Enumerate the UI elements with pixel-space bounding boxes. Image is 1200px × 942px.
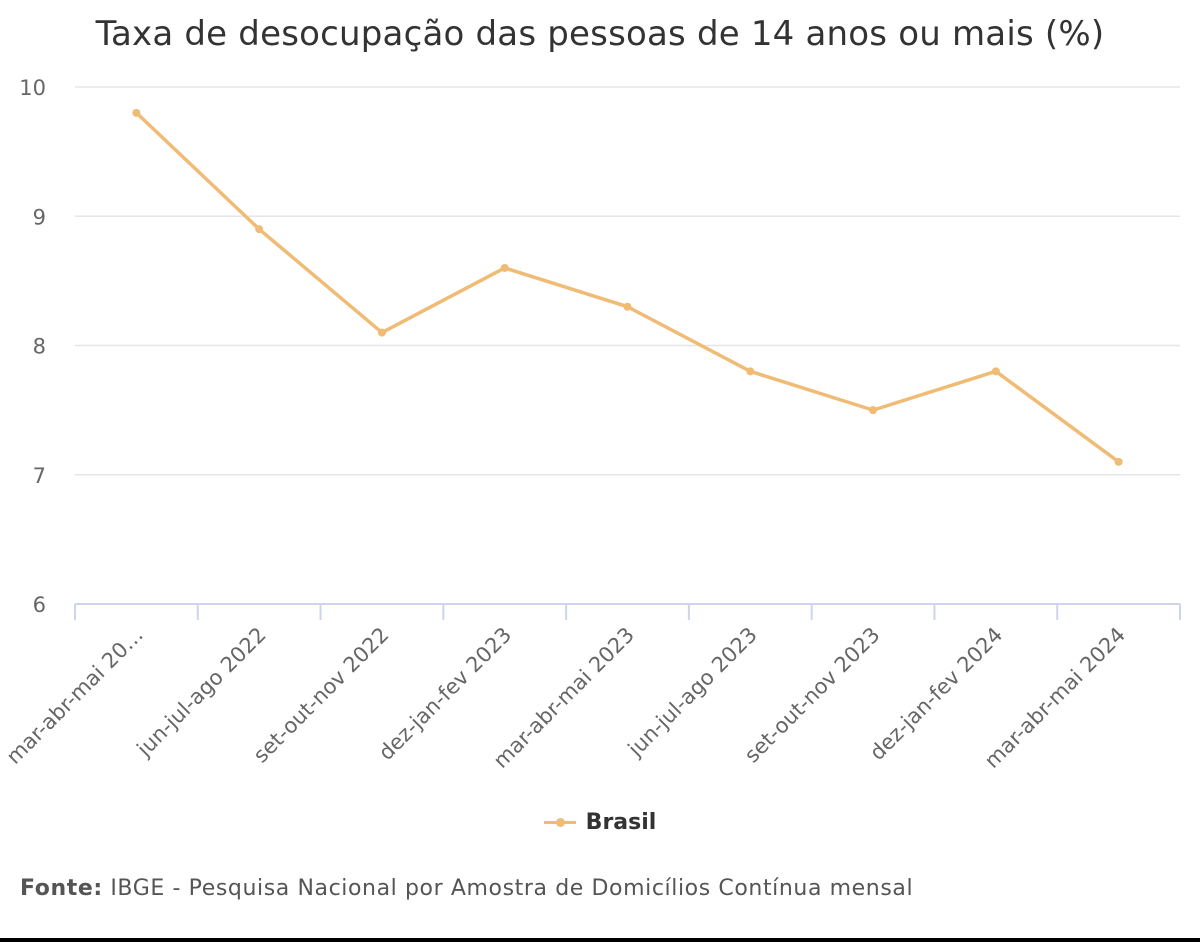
series-line-brasil (134, 111, 1121, 464)
x-tick-label: dez-jan-fev 2024 (865, 623, 1007, 765)
data-point (869, 406, 878, 415)
source-label: Fonte: (20, 876, 103, 901)
data-point (255, 225, 264, 234)
y-tick-label: 6 (33, 593, 46, 617)
legend-item-brasil[interactable]: Brasil (585, 809, 657, 835)
x-tick-label: set-out-nov 2023 (740, 623, 885, 768)
source-note: Fonte: IBGE - Pesquisa Nacional por Amos… (20, 876, 913, 901)
x-tick-label: mar-abr-mai 20… (2, 623, 148, 769)
x-tick-label: jun-jul-ago 2022 (132, 623, 271, 762)
data-point (1114, 457, 1123, 466)
data-point (746, 367, 755, 376)
y-tick-label: 10 (19, 76, 46, 100)
x-tick-label: mar-abr-mai 2023 (489, 623, 639, 773)
legend-line-marker (543, 808, 576, 836)
data-point (991, 367, 1000, 376)
y-tick-label: 8 (33, 335, 46, 359)
data-point (132, 108, 141, 117)
data-point (623, 302, 632, 311)
y-tick-label: 7 (33, 464, 46, 488)
source-text: IBGE - Pesquisa Nacional por Amostra de … (110, 876, 914, 901)
chart-legend[interactable]: Brasil (0, 808, 1200, 836)
x-tick-label: jun-jul-ago 2023 (623, 623, 762, 762)
data-point (500, 263, 509, 272)
x-tick-label: mar-abr-mai 2024 (980, 623, 1130, 773)
x-tick-label: dez-jan-fev 2023 (374, 623, 516, 765)
data-point (377, 328, 386, 337)
y-tick-label: 9 (33, 205, 46, 229)
x-tick-label: set-out-nov 2022 (249, 623, 394, 768)
bottom-divider (0, 938, 1200, 942)
chart-title: Taxa de desocupação das pessoas de 14 an… (95, 14, 1105, 54)
